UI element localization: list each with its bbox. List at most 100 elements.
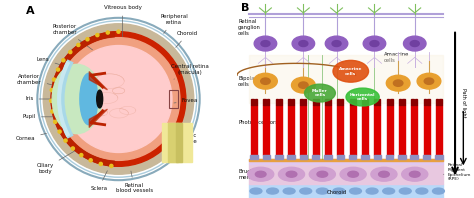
Bar	[292, 99, 294, 105]
Ellipse shape	[325, 36, 348, 51]
Text: Peripheral
retina: Peripheral retina	[160, 14, 188, 33]
Bar	[410, 155, 418, 159]
Text: Ciliary
body: Ciliary body	[36, 150, 76, 174]
Ellipse shape	[304, 84, 336, 102]
Bar	[365, 99, 368, 105]
Bar	[325, 105, 331, 155]
Bar	[411, 105, 417, 155]
Ellipse shape	[261, 78, 270, 84]
Text: Lens: Lens	[37, 57, 78, 70]
Circle shape	[50, 89, 54, 92]
Bar	[300, 155, 307, 159]
Text: Iris: Iris	[25, 96, 66, 102]
Bar	[362, 105, 368, 155]
Text: Amacrine
cells: Amacrine cells	[339, 67, 363, 76]
Ellipse shape	[255, 171, 266, 177]
Bar	[402, 99, 405, 105]
Ellipse shape	[417, 73, 441, 89]
Bar	[267, 99, 269, 105]
Bar	[275, 105, 282, 155]
Bar	[250, 155, 258, 159]
Ellipse shape	[399, 188, 411, 194]
Ellipse shape	[401, 167, 428, 181]
Text: Amacrine
cells: Amacrine cells	[384, 52, 410, 63]
Text: Choroid: Choroid	[327, 189, 346, 195]
Text: A: A	[26, 6, 34, 16]
Ellipse shape	[316, 188, 328, 194]
Circle shape	[110, 164, 113, 168]
Bar	[424, 105, 429, 155]
Text: Choroid: Choroid	[176, 31, 198, 47]
Bar	[324, 155, 332, 159]
Text: Bruch's
membrane: Bruch's membrane	[238, 169, 267, 180]
Bar	[386, 155, 393, 159]
Bar	[176, 123, 182, 162]
Bar	[374, 105, 380, 155]
Bar	[264, 99, 266, 105]
Bar	[249, 55, 443, 103]
Ellipse shape	[340, 167, 366, 181]
Text: Sclera: Sclera	[90, 171, 107, 191]
Circle shape	[58, 130, 61, 133]
Text: Retinal
Pigment
Epithelium
(RPE): Retinal Pigment Epithelium (RPE)	[448, 163, 471, 181]
Ellipse shape	[403, 36, 426, 51]
Bar	[423, 155, 430, 159]
Circle shape	[77, 43, 80, 47]
Circle shape	[89, 159, 92, 162]
Bar	[436, 99, 438, 105]
Ellipse shape	[410, 171, 420, 177]
Bar	[275, 99, 278, 105]
Bar	[399, 99, 401, 105]
Bar	[387, 105, 392, 155]
Ellipse shape	[393, 80, 403, 86]
Circle shape	[50, 99, 53, 102]
Ellipse shape	[333, 188, 345, 194]
Bar	[251, 105, 257, 155]
Circle shape	[99, 162, 102, 166]
Ellipse shape	[416, 188, 428, 194]
Bar	[415, 99, 417, 105]
Bar	[353, 99, 356, 105]
Ellipse shape	[349, 188, 361, 194]
Bar	[313, 105, 319, 155]
Bar	[411, 99, 414, 105]
Ellipse shape	[370, 41, 379, 47]
Bar	[436, 105, 442, 155]
Bar	[439, 99, 442, 105]
Bar	[341, 99, 343, 105]
Ellipse shape	[299, 41, 308, 47]
Text: Retinal
blood vessels: Retinal blood vessels	[116, 171, 153, 193]
Bar	[424, 99, 426, 105]
Ellipse shape	[317, 171, 328, 177]
Bar	[337, 155, 344, 159]
Text: Horizontal
cells: Horizontal cells	[350, 93, 375, 101]
Text: Pupil: Pupil	[23, 114, 58, 119]
Bar	[374, 99, 377, 105]
Ellipse shape	[261, 41, 270, 47]
Bar	[374, 155, 381, 159]
Bar	[427, 99, 429, 105]
Circle shape	[117, 30, 120, 33]
Bar	[288, 105, 294, 155]
Bar	[316, 99, 319, 105]
Bar	[390, 99, 392, 105]
Text: Bipolar
cells: Bipolar cells	[238, 76, 257, 87]
Ellipse shape	[278, 167, 304, 181]
Text: Anterior
chamber: Anterior chamber	[17, 74, 66, 89]
Ellipse shape	[292, 77, 315, 93]
Ellipse shape	[292, 36, 315, 51]
Circle shape	[43, 24, 194, 174]
Bar	[362, 99, 365, 105]
Ellipse shape	[363, 36, 386, 51]
Circle shape	[57, 38, 180, 160]
Polygon shape	[51, 32, 115, 166]
Text: Fovea: Fovea	[174, 98, 198, 104]
Bar	[349, 155, 356, 159]
Ellipse shape	[333, 60, 368, 82]
Ellipse shape	[283, 188, 295, 194]
Circle shape	[51, 110, 54, 113]
Ellipse shape	[424, 78, 434, 84]
Text: Muller
cells: Muller cells	[312, 89, 328, 97]
Bar	[301, 99, 303, 105]
Bar	[275, 155, 283, 159]
